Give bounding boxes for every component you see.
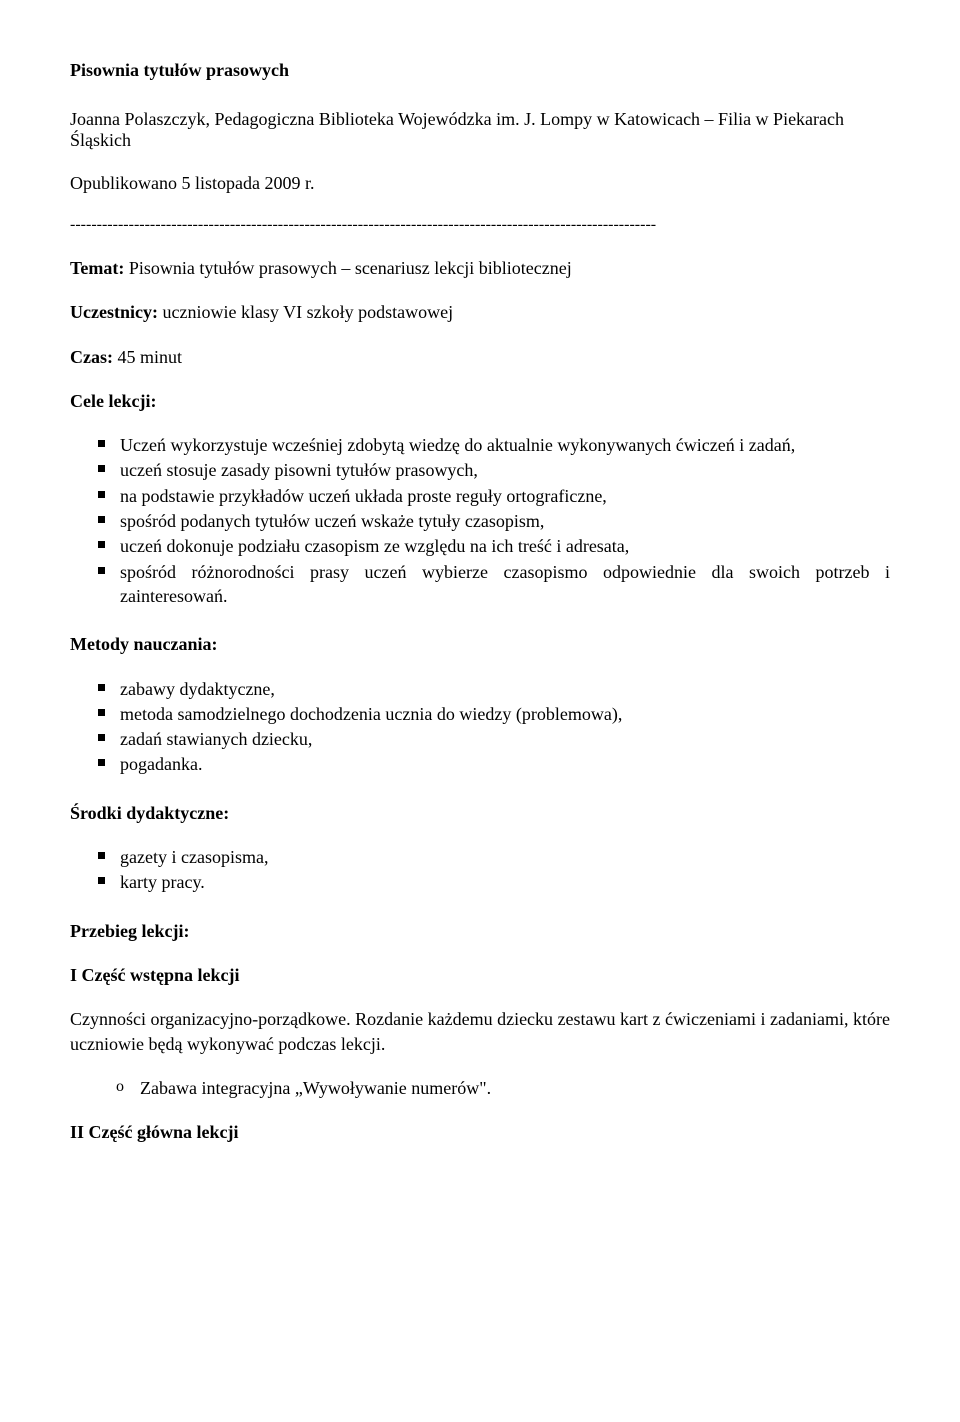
- time-line: Czas: 45 minut: [70, 345, 890, 369]
- list-item: spośród podanych tytułów uczeń wskaże ty…: [120, 509, 890, 533]
- list-item: Zabawa integracyjna „Wywoływanie numerów…: [140, 1076, 890, 1100]
- time-text: 45 minut: [113, 347, 182, 367]
- participants-label: Uczestnicy:: [70, 302, 158, 322]
- topic-label: Temat:: [70, 258, 124, 278]
- list-item: zadań stawianych dziecku,: [120, 727, 890, 751]
- author-line: Joanna Polaszczyk, Pedagogiczna Bibliote…: [70, 109, 890, 151]
- methods-list: zabawy dydaktyczne, metoda samodzielnego…: [70, 677, 890, 777]
- methods-heading: Metody nauczania:: [70, 632, 890, 656]
- time-label: Czas:: [70, 347, 113, 367]
- list-item: metoda samodzielnego dochodzenia ucznia …: [120, 702, 890, 726]
- participants-text: uczniowie klasy VI szkoły podstawowej: [158, 302, 453, 322]
- flow-heading: Przebieg lekcji:: [70, 919, 890, 943]
- list-item: na podstawie przykładów uczeń układa pro…: [120, 484, 890, 508]
- list-item: karty pracy.: [120, 870, 890, 894]
- publication-date: Opublikowano 5 listopada 2009 r.: [70, 173, 890, 194]
- goals-list: Uczeń wykorzystuje wcześniej zdobytą wie…: [70, 433, 890, 608]
- list-item: gazety i czasopisma,: [120, 845, 890, 869]
- part1-heading: I Część wstępna lekcji: [70, 963, 890, 987]
- resources-heading: Środki dydaktyczne:: [70, 801, 890, 825]
- horizontal-divider: ----------------------------------------…: [70, 216, 890, 234]
- resources-list: gazety i czasopisma, karty pracy.: [70, 845, 890, 895]
- document-page: Pisownia tytułów prasowych Joanna Polasz…: [0, 0, 960, 1422]
- list-item: Uczeń wykorzystuje wcześniej zdobytą wie…: [120, 433, 890, 457]
- topic-text: Pisownia tytułów prasowych – scenariusz …: [124, 258, 571, 278]
- page-title: Pisownia tytułów prasowych: [70, 60, 890, 81]
- part2-heading: II Część główna lekcji: [70, 1120, 890, 1144]
- part1-text: Czynności organizacyjno-porządkowe. Rozd…: [70, 1007, 890, 1056]
- topic-line: Temat: Pisownia tytułów prasowych – scen…: [70, 256, 890, 280]
- list-item: zabawy dydaktyczne,: [120, 677, 890, 701]
- participants-line: Uczestnicy: uczniowie klasy VI szkoły po…: [70, 300, 890, 324]
- part1-sublist: Zabawa integracyjna „Wywoływanie numerów…: [70, 1076, 890, 1100]
- list-item: pogadanka.: [120, 752, 890, 776]
- list-item: uczeń dokonuje podziału czasopism ze wzg…: [120, 534, 890, 558]
- list-item: spośród różnorodności prasy uczeń wybier…: [120, 560, 890, 609]
- goals-heading: Cele lekcji:: [70, 389, 890, 413]
- list-item: uczeń stosuje zasady pisowni tytułów pra…: [120, 458, 890, 482]
